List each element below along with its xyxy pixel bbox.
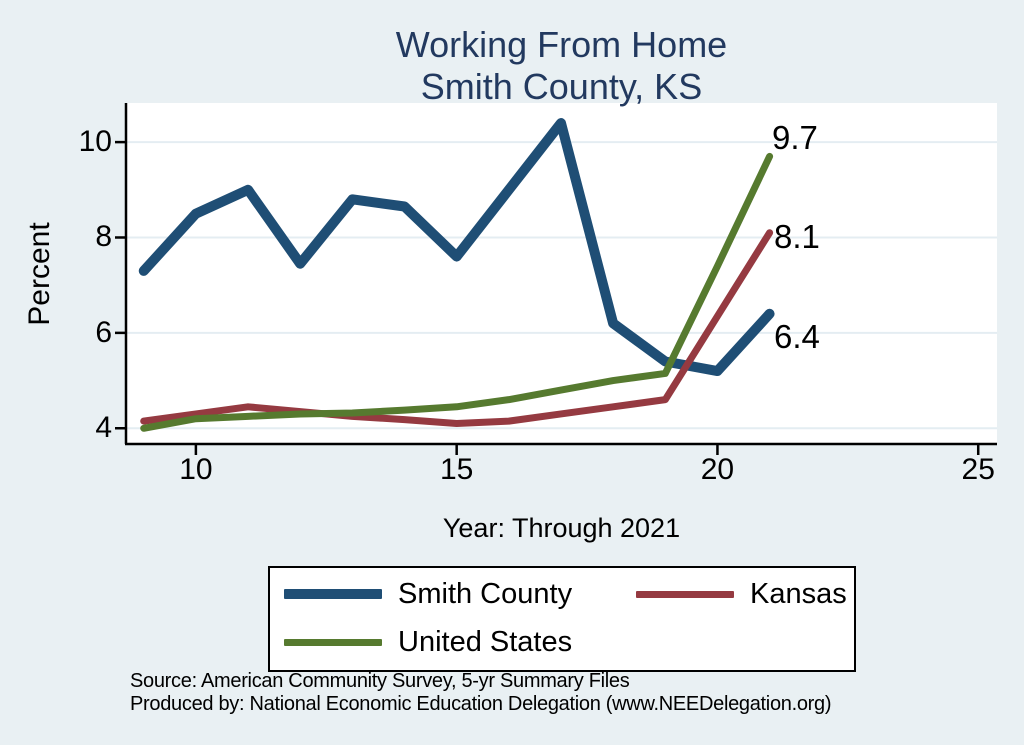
end-value-label-smith-county: 6.4 xyxy=(774,318,820,355)
y-tick-label-8: 8 xyxy=(95,220,112,254)
y-tick-label-10: 10 xyxy=(78,125,112,159)
legend-item-united-states: United States xyxy=(270,626,622,659)
y-tick-label-6: 6 xyxy=(95,315,112,349)
source-line: Source: American Community Survey, 5-yr … xyxy=(130,670,630,692)
legend-box: Smith County Kansas United States xyxy=(268,566,856,672)
legend-swatch-kansas xyxy=(636,590,734,598)
chart-title: Working From Home Smith County, KS xyxy=(126,24,997,108)
x-tick-label-10: 10 xyxy=(179,453,213,486)
end-value-label-kansas: 8.1 xyxy=(774,218,820,255)
legend-label-kansas: Kansas xyxy=(750,577,847,610)
chart-title-line1: Working From Home xyxy=(395,24,728,65)
legend-label-smith-county: Smith County xyxy=(398,577,573,610)
x-tick-label-20: 20 xyxy=(700,453,735,486)
x-tick-label-15: 15 xyxy=(439,453,474,486)
legend-swatch-united-states xyxy=(284,638,382,646)
legend-item-smith-county: Smith County xyxy=(270,578,622,611)
legend-label-united-states: United States xyxy=(398,625,573,658)
x-axis-title: Year: Through 2021 xyxy=(442,513,681,543)
x-tick-label-25: 25 xyxy=(961,453,995,486)
end-value-label-united-states: 9.7 xyxy=(772,119,818,156)
y-tick-label-4: 4 xyxy=(95,411,112,445)
source-notes: Source: American Community Survey, 5-yr … xyxy=(130,670,832,716)
legend-item-kansas: Kansas xyxy=(622,578,854,611)
legend-swatch-smith-county xyxy=(284,589,382,599)
produced-by-line: Produced by: National Economic Education… xyxy=(130,693,832,715)
chart-title-line2: Smith County, KS xyxy=(420,66,703,107)
